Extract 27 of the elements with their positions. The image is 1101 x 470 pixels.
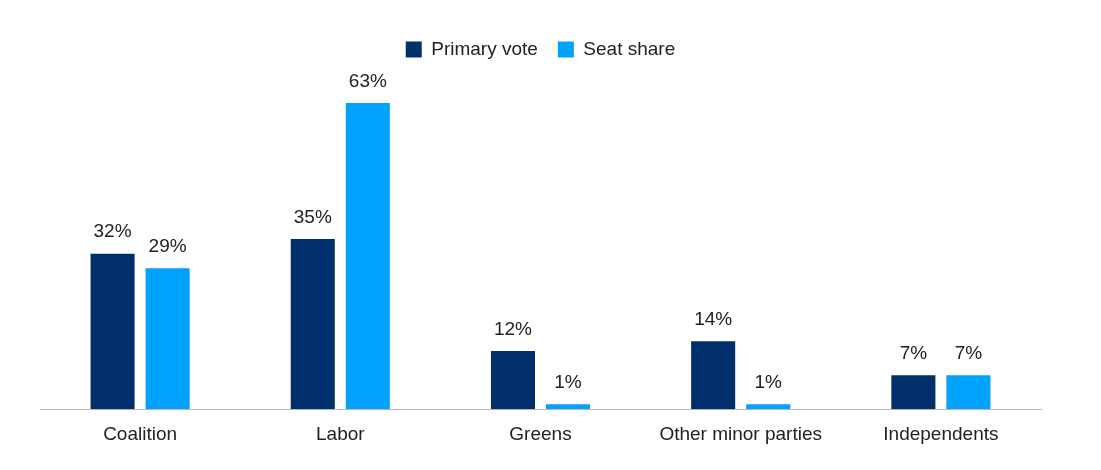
bar xyxy=(90,253,135,410)
data-label: 1% xyxy=(754,371,783,393)
data-label: 32% xyxy=(93,220,132,242)
legend-label: Primary vote xyxy=(431,37,538,59)
bar xyxy=(490,350,535,410)
data-label: 14% xyxy=(694,307,733,329)
x-tick-label: Other minor parties xyxy=(659,422,823,444)
bar xyxy=(145,268,190,410)
bar xyxy=(746,404,791,410)
data-label: 29% xyxy=(148,234,187,256)
legend-label: Seat share xyxy=(583,37,676,59)
x-tick-label: Independents xyxy=(883,422,999,444)
bar xyxy=(546,404,591,410)
x-tick-label: Coalition xyxy=(103,422,178,444)
x-tick-label: Labor xyxy=(316,422,366,444)
bar xyxy=(946,375,991,410)
bar xyxy=(691,341,736,410)
bar xyxy=(290,239,335,410)
data-label: 35% xyxy=(293,205,332,227)
bar xyxy=(891,375,936,410)
data-label: 7% xyxy=(899,341,928,363)
data-label: 63% xyxy=(348,69,387,91)
data-label: 7% xyxy=(954,341,983,363)
data-label: 12% xyxy=(493,317,533,339)
x-tick-label: Greens xyxy=(509,422,572,444)
data-label: 1% xyxy=(554,371,582,393)
bar xyxy=(345,103,390,410)
